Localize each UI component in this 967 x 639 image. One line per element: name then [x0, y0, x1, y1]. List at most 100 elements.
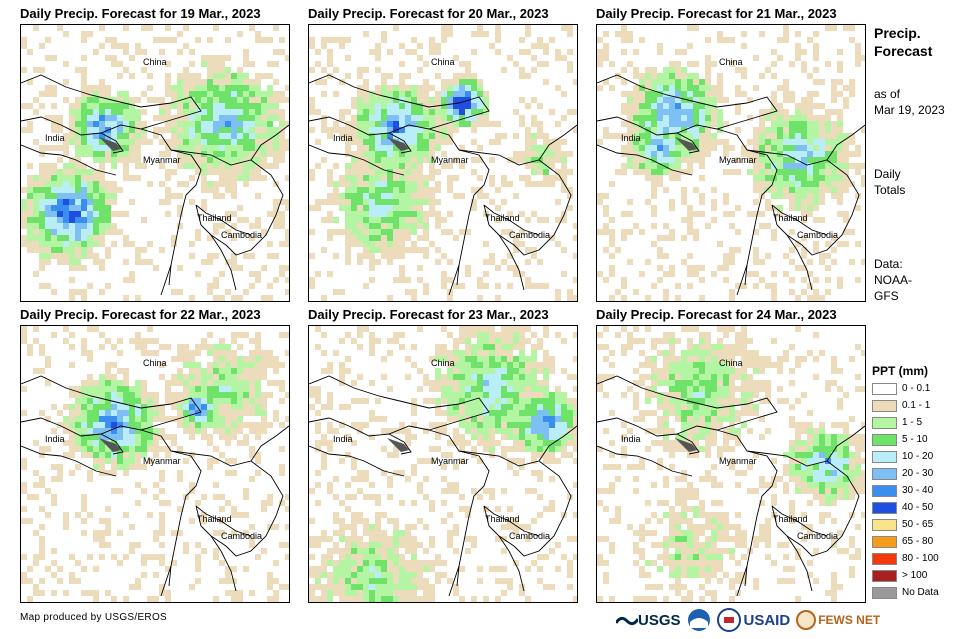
precip-cell: [801, 115, 807, 121]
precip-cell: [225, 422, 231, 428]
precip-cell: [489, 380, 495, 386]
precip-cell: [669, 265, 675, 271]
precip-cell: [675, 398, 681, 404]
precip-cell: [135, 446, 141, 452]
precip-cell: [255, 157, 261, 163]
precip-cell: [621, 229, 627, 235]
precip-cell: [423, 97, 429, 103]
precip-cell: [831, 145, 837, 151]
precip-cell: [711, 97, 717, 103]
precip-cell: [393, 470, 399, 476]
precip-cell: [399, 175, 405, 181]
precip-cell: [63, 133, 69, 139]
precip-cell: [321, 43, 327, 49]
precip-cell: [387, 115, 393, 121]
precip-cell: [285, 392, 289, 398]
precip-cell: [477, 338, 483, 344]
precip-cell: [423, 560, 429, 566]
precip-cell: [315, 410, 321, 416]
precip-cell: [729, 368, 735, 374]
precip-cell: [117, 91, 123, 97]
precip-cell: [765, 386, 771, 392]
precip-cell: [231, 596, 237, 602]
precip-cell: [669, 97, 675, 103]
precip-cell: [537, 410, 543, 416]
precip-cell: [321, 67, 327, 73]
precip-cell: [417, 223, 423, 229]
precip-cell: [453, 380, 459, 386]
precip-cell: [111, 344, 117, 350]
precip-cell: [687, 43, 693, 49]
precip-cell: [615, 332, 621, 338]
precip-cell: [75, 241, 81, 247]
precip-cell: [141, 404, 147, 410]
precip-cell: [225, 229, 231, 235]
precip-cell: [789, 91, 795, 97]
precip-cell: [765, 398, 771, 404]
border-line: [160, 565, 172, 597]
precip-cell: [369, 133, 375, 139]
precip-cell: [375, 548, 381, 554]
precip-cell: [717, 362, 723, 368]
precip-cell: [399, 241, 405, 247]
precip-cell: [189, 368, 195, 374]
precip-cell: [249, 169, 255, 175]
precip-cell: [237, 145, 243, 151]
precip-cell: [429, 584, 435, 590]
precip-cell: [63, 590, 69, 596]
precip-cell: [255, 422, 261, 428]
precip-cell: [483, 422, 489, 428]
precip-cell: [597, 49, 603, 55]
precip-cell: [477, 193, 483, 199]
precip-cell: [669, 103, 675, 109]
precip-cell: [501, 386, 507, 392]
precip-cell: [525, 536, 531, 542]
precip-cell: [105, 109, 111, 115]
precip-cell: [201, 416, 207, 422]
precip-cell: [69, 422, 75, 428]
precip-cell: [267, 163, 273, 169]
precip-cell: [837, 404, 843, 410]
precip-cell: [675, 103, 681, 109]
precip-cell: [81, 133, 87, 139]
precip-cell: [783, 151, 789, 157]
precip-cell: [531, 139, 537, 145]
precip-cell: [759, 181, 765, 187]
precip-cell: [417, 133, 423, 139]
precip-cell: [837, 163, 843, 169]
precip-cell: [543, 404, 549, 410]
precip-cell: [321, 217, 327, 223]
precip-cell: [117, 434, 123, 440]
precip-cell: [609, 374, 615, 380]
precip-cell: [507, 446, 513, 452]
precip-cell: [357, 163, 363, 169]
precip-cell: [567, 398, 573, 404]
precip-cell: [603, 356, 609, 362]
precip-cell: [231, 470, 237, 476]
precip-cell: [51, 85, 57, 91]
precip-cell: [693, 416, 699, 422]
precip-cell: [141, 121, 147, 127]
precip-cell: [825, 265, 831, 271]
precip-cell: [729, 223, 735, 229]
precip-cell: [519, 97, 525, 103]
precip-cell: [513, 271, 519, 277]
precip-cell: [453, 398, 459, 404]
precip-cell: [549, 157, 555, 163]
precip-cell: [69, 277, 75, 283]
precip-cell: [651, 374, 657, 380]
precip-cell: [117, 61, 123, 67]
precip-cell: [675, 127, 681, 133]
precip-cell: [657, 115, 663, 121]
precip-cell: [135, 398, 141, 404]
precip-cell: [201, 55, 207, 61]
precip-map: China India Myanmar Thailand Cambodia: [308, 24, 578, 302]
precip-cell: [399, 235, 405, 241]
precip-cell: [315, 139, 321, 145]
precip-cell: [669, 235, 675, 241]
precip-cell: [87, 175, 93, 181]
precip-cell: [675, 139, 681, 145]
precip-cell: [741, 151, 747, 157]
border-line: [21, 445, 117, 477]
precip-cell: [213, 362, 219, 368]
